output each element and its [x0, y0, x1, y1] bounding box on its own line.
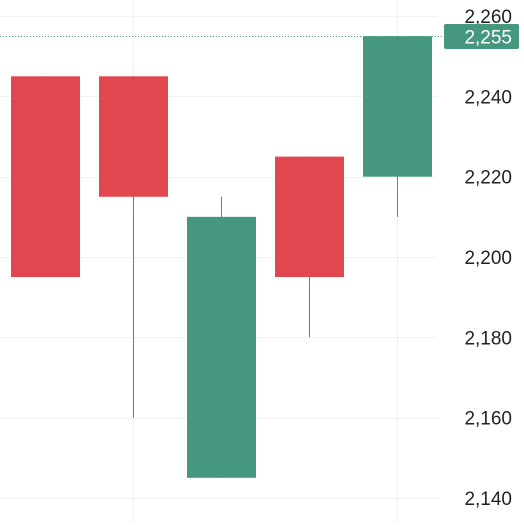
candle[interactable] — [99, 76, 168, 418]
candle-body — [99, 76, 168, 197]
candle-body — [363, 36, 432, 177]
y-tick-label: 2,180 — [464, 328, 512, 349]
y-tick-label: 2,140 — [464, 489, 512, 510]
candle[interactable] — [187, 196, 256, 478]
y-tick-label: 2,220 — [464, 168, 512, 189]
candles — [11, 36, 432, 478]
candle-body — [275, 156, 344, 278]
candle-body — [11, 76, 80, 278]
last-price-marker: 2,255 — [0, 24, 519, 49]
y-tick-label: 2,160 — [464, 409, 512, 430]
candle[interactable] — [275, 156, 344, 338]
last-price-label: 2,255 — [464, 28, 512, 49]
y-tick-label: 2,260 — [464, 7, 512, 28]
candle-body — [187, 216, 256, 478]
y-tick-label: 2,200 — [464, 248, 512, 269]
candle[interactable] — [363, 36, 432, 217]
last-price-badge — [444, 24, 519, 49]
y-tick-label: 2,240 — [464, 87, 512, 108]
candle[interactable] — [11, 76, 80, 278]
y-axis: 2,140 2,160 2,180 2,200 2,220 2,240 2,260 — [464, 7, 512, 510]
